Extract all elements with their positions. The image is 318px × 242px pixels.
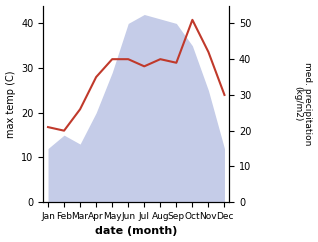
Y-axis label: max temp (C): max temp (C) <box>5 70 16 138</box>
Y-axis label: med. precipitation
(kg/m2): med. precipitation (kg/m2) <box>293 62 313 145</box>
X-axis label: date (month): date (month) <box>95 227 177 236</box>
